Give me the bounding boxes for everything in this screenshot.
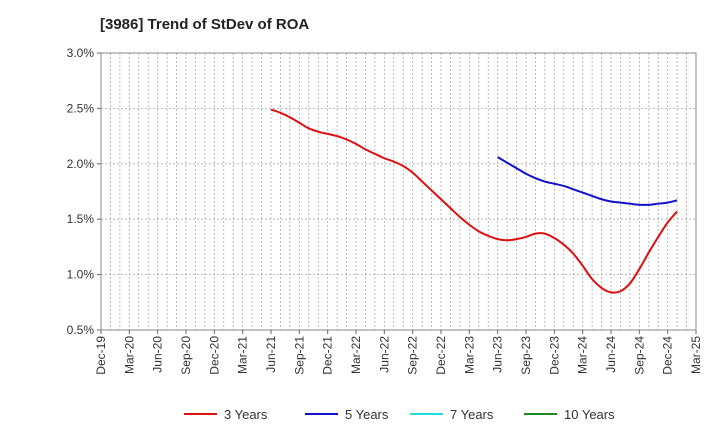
x-tick-label: Jun-21: [264, 336, 278, 373]
x-tick-label: Dec-21: [321, 336, 335, 375]
x-tick-label: Dec-23: [547, 336, 561, 375]
legend-label: 5 Years: [345, 407, 389, 422]
series-line-3-years: [270, 108, 678, 294]
chart-title: [3986] Trend of StDev of ROA: [100, 16, 309, 33]
x-tick-label: Dec-22: [434, 336, 448, 375]
x-tick-label: Mar-21: [236, 336, 250, 374]
legend-label: 7 Years: [450, 407, 494, 422]
x-axis: Dec-19 Mar-20 Jun-20 Sep-20 Dec-20 Mar-21 Jun-…: [94, 330, 703, 375]
y-tick-label: 0.5%: [67, 323, 95, 337]
x-tick-label: Mar-24: [576, 336, 590, 374]
y-tick-label: 3.0%: [67, 46, 95, 60]
plot-area: [101, 53, 696, 330]
legend-label: 10 Years: [564, 407, 615, 422]
x-tick-label: Mar-25: [689, 336, 703, 374]
legend: 3 Years 5 Years 7 Years 10 Years: [184, 407, 615, 422]
legend-label: 3 Years: [224, 407, 268, 422]
y-tick-label: 2.0%: [67, 157, 95, 171]
series-line-5-years: [497, 156, 678, 206]
x-tick-label: Dec-20: [207, 336, 221, 375]
x-tick-label: Jun-20: [151, 336, 165, 373]
x-tick-label: Jun-23: [491, 336, 505, 373]
x-tick-label: Mar-22: [349, 336, 363, 374]
x-tick-label: Mar-23: [462, 336, 476, 374]
x-tick-label: Sep-23: [519, 336, 533, 375]
y-axis: 0.5% 1.0% 1.5% 2.0% 2.5% 3.0%: [67, 46, 101, 337]
y-tick-label: 2.5%: [67, 101, 95, 115]
y-tick-label: 1.0%: [67, 268, 95, 282]
y-tick-label: 1.5%: [67, 212, 95, 226]
x-tick-label: Sep-24: [632, 336, 646, 375]
x-tick-label: Dec-24: [661, 336, 675, 375]
plot-border: [100, 52, 697, 331]
x-tick-label: Sep-21: [292, 336, 306, 375]
x-tick-label: Sep-22: [406, 336, 420, 375]
x-tick-label: Jun-24: [604, 336, 618, 373]
x-tick-label: Jun-22: [377, 336, 391, 373]
x-tick-label: Mar-20: [122, 336, 136, 374]
series-lines: [270, 108, 678, 294]
x-tick-label: Dec-19: [94, 336, 108, 375]
x-tick-label: Sep-20: [179, 336, 193, 375]
